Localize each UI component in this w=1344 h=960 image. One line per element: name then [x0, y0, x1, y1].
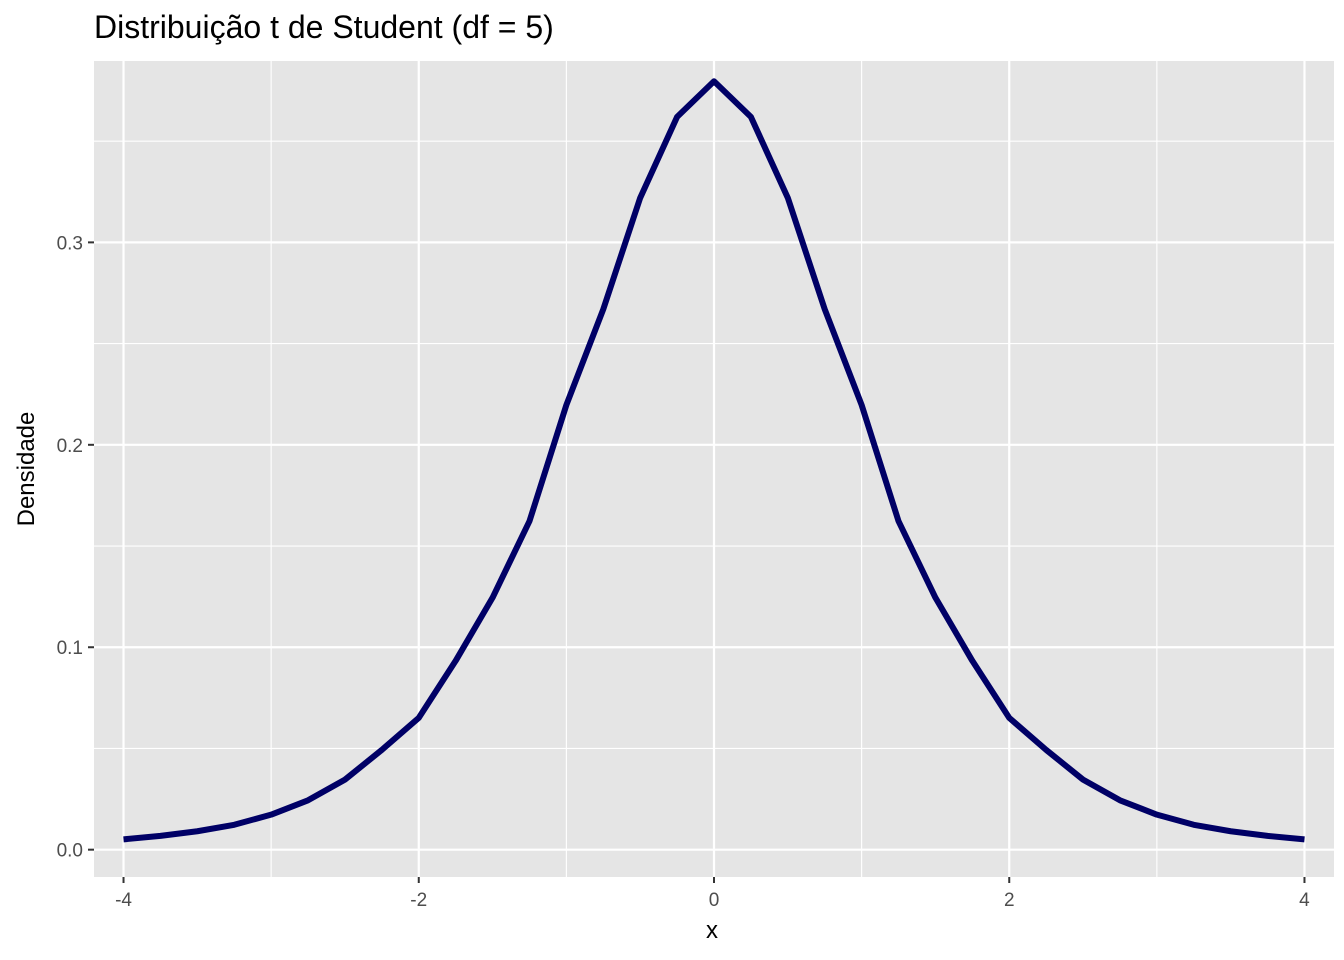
curve-point [1009, 717, 1010, 718]
x-axis-title: x [706, 917, 718, 944]
curve-point [566, 404, 567, 405]
curve-point [234, 824, 235, 825]
curve-point [750, 116, 751, 117]
curve-point [1193, 824, 1194, 825]
curve-point [1046, 749, 1047, 750]
curve-point [123, 839, 124, 840]
chart-title: Distribuição t de Student (df = 5) [94, 9, 554, 45]
curve-point [640, 197, 641, 198]
y-axis-title: Densidade [13, 412, 40, 527]
y-axis: 0.0 0.1 0.2 0.3 [57, 233, 94, 862]
curve-point [1119, 800, 1120, 801]
curve-point [1156, 814, 1157, 815]
y-tick-label: 0.1 [57, 638, 83, 659]
curve-point [271, 814, 272, 815]
curve-point [824, 309, 825, 310]
density-curve-layer [123, 78, 1305, 843]
major-gridlines [94, 61, 1334, 877]
x-tick-label: -2 [410, 890, 427, 911]
curve-point [344, 779, 345, 780]
y-tick-label: 0.3 [57, 233, 83, 254]
curve-point [1083, 779, 1084, 780]
curve-point [492, 597, 493, 598]
y-tick-label: 0.2 [57, 436, 83, 457]
curve-point [160, 835, 161, 836]
curve-point [787, 197, 788, 198]
curve-point [1304, 839, 1305, 840]
x-tick-label: 2 [1004, 890, 1015, 911]
curve-point [898, 521, 899, 522]
curve-point [861, 404, 862, 405]
curve-point [381, 749, 382, 750]
density-curve [123, 78, 1305, 843]
curve-point [197, 831, 198, 832]
curve-point [677, 116, 678, 117]
curve-point [308, 800, 309, 801]
x-tick-label: 4 [1299, 890, 1310, 911]
curve-point [935, 597, 936, 598]
curve-point [972, 660, 973, 661]
y-tick-label: 0.0 [57, 841, 83, 862]
curve-point [455, 660, 456, 661]
curve-point [529, 521, 530, 522]
x-tick-label: -4 [115, 890, 132, 911]
curve-point [714, 81, 715, 82]
x-tick-label: 0 [709, 890, 720, 911]
curve-point [1267, 835, 1268, 836]
curve-point [418, 717, 419, 718]
curve-point [1230, 831, 1231, 832]
curve-point [603, 309, 604, 310]
x-axis: -4 -2 0 2 4 [115, 877, 1310, 911]
